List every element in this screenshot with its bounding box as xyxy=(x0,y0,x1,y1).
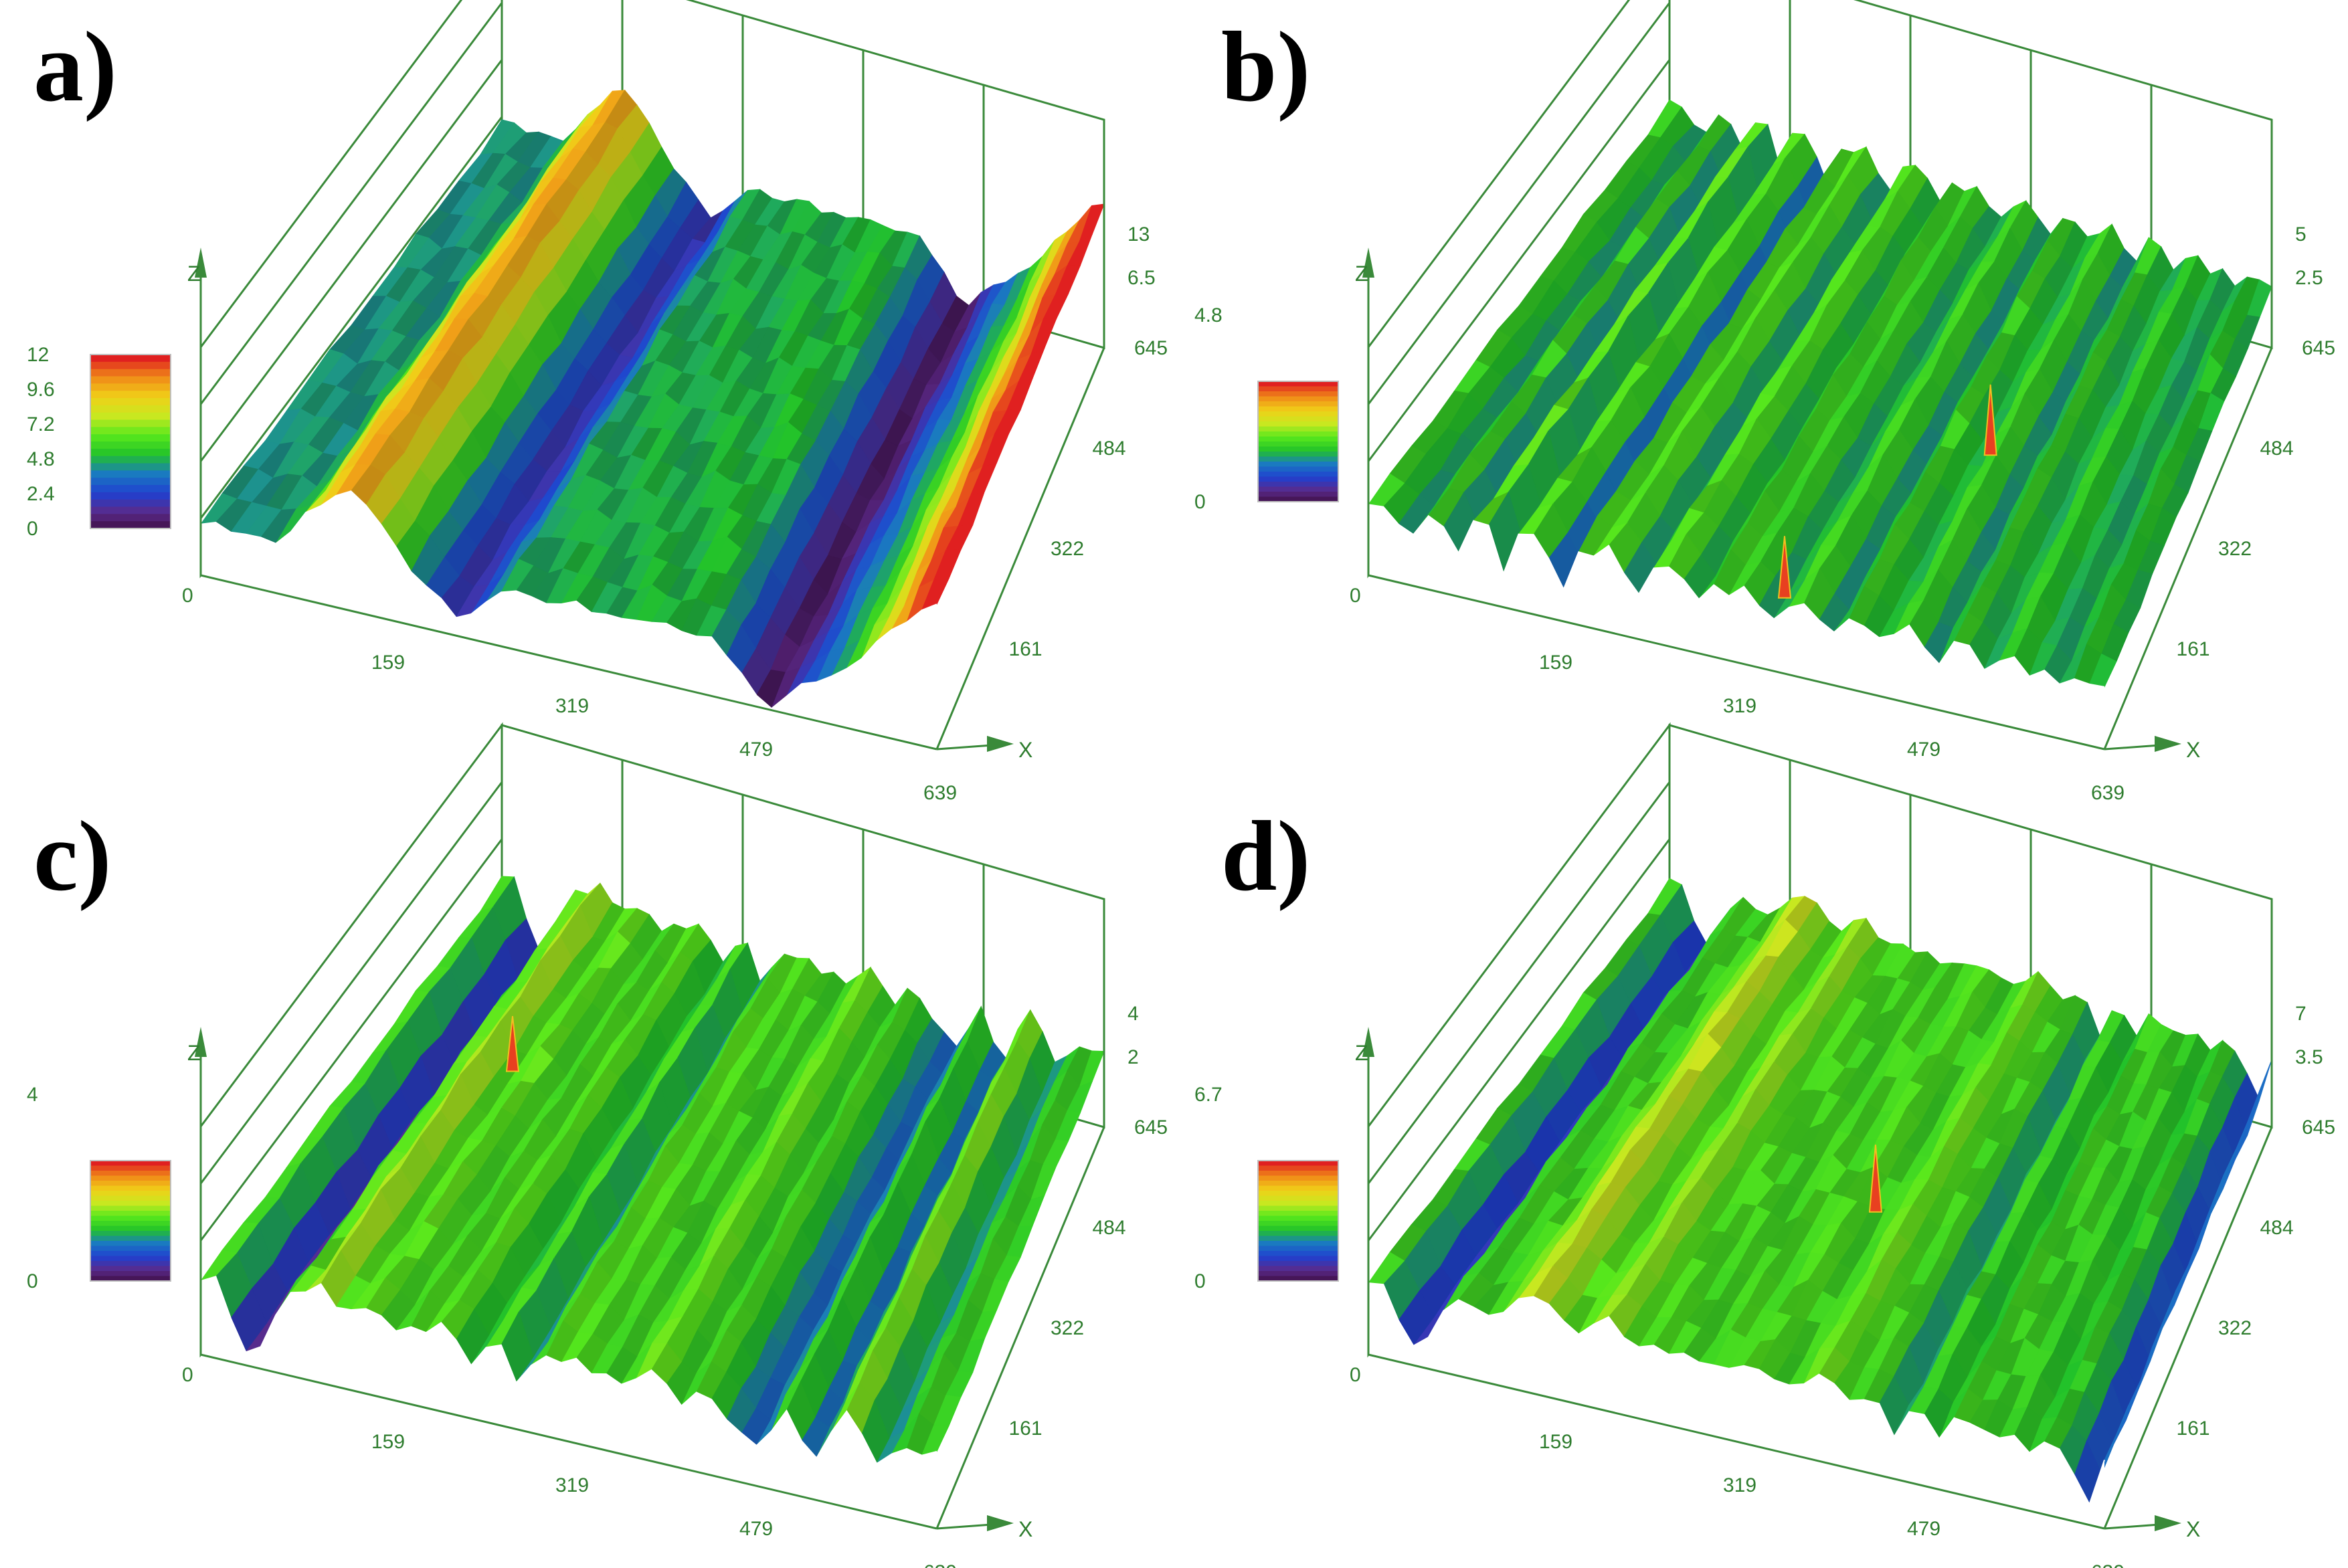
x-axis-label: X xyxy=(2186,1517,2200,1541)
y-tick-label: 161 xyxy=(2177,1417,2210,1440)
z-axis-label: Z xyxy=(187,262,201,286)
x-tick-label: 159 xyxy=(1539,652,1572,674)
axes: Z X 0 159 319 479 639 161 322 484 645 6.5 13 xyxy=(182,174,1168,804)
colorbar-tick-label: 4.8 xyxy=(27,448,55,470)
y-tick-label: 484 xyxy=(1093,437,1126,460)
y-tick-label: 322 xyxy=(1051,538,1084,560)
y-tick-label: 322 xyxy=(1051,1317,1084,1339)
colorbar-tick-label: 4 xyxy=(27,1084,38,1106)
x-tick-label: 319 xyxy=(555,695,589,717)
colorbar-tick-label: 0 xyxy=(27,1270,38,1292)
z-axis-label: Z xyxy=(187,1041,201,1065)
panel-label: a) xyxy=(33,11,117,122)
surface-mesh xyxy=(1368,99,2272,749)
colorbar-tick-label: 0 xyxy=(1194,491,1206,513)
colorbar-tick-label: 2.4 xyxy=(27,483,55,505)
x-tick-label: 479 xyxy=(739,1518,773,1540)
x-tick-label: 639 xyxy=(2091,1561,2125,1568)
y-tick-label: 161 xyxy=(1009,1417,1043,1440)
panel-label: d) xyxy=(1221,801,1310,912)
x-tick-label: 0 xyxy=(1350,585,1361,607)
panel-label: c) xyxy=(33,801,112,912)
x-tick-label: 319 xyxy=(1723,695,1756,717)
y-tick-label: 484 xyxy=(2260,1217,2294,1239)
x-tick-label: 159 xyxy=(371,1431,405,1453)
z-tick-label: 3.5 xyxy=(2295,1046,2323,1068)
x-axis-label: X xyxy=(1018,1517,1032,1541)
x-tick-label: 319 xyxy=(555,1474,589,1496)
z-tick-label: 7 xyxy=(2295,1003,2307,1025)
y-tick-label: 322 xyxy=(2218,1317,2252,1339)
x-axis-label: X xyxy=(2186,738,2200,762)
y-tick-label: 645 xyxy=(1134,337,1168,359)
y-tick-label: 484 xyxy=(2260,437,2294,460)
z-tick-label: 2.5 xyxy=(2295,267,2323,289)
z-tick-label: 4 xyxy=(1127,1003,1139,1025)
x-axis-label: X xyxy=(1018,738,1032,762)
spike-2 xyxy=(1777,536,1792,599)
panel-c: ZX01593194796391613224846452404c) xyxy=(27,722,1168,1568)
z-tick-label: 2 xyxy=(1127,1046,1139,1068)
z-tick-label: 5 xyxy=(2295,223,2307,246)
panel-label: b) xyxy=(1221,11,1310,122)
spike-1 xyxy=(505,1015,520,1072)
surface-mesh xyxy=(199,876,1105,1529)
colorbar: 04.8 xyxy=(1194,304,1339,513)
y-tick-label: 645 xyxy=(2302,1116,2335,1139)
colorbar-tick-label: 9.6 xyxy=(27,379,55,401)
x-tick-label: 319 xyxy=(1723,1474,1756,1496)
x-tick-label: 479 xyxy=(1907,1518,1940,1540)
y-tick-label: 645 xyxy=(1134,1116,1168,1139)
x-tick-label: 0 xyxy=(182,1364,193,1386)
spike-1 xyxy=(1868,1145,1883,1213)
surface-mesh xyxy=(1368,878,2272,1529)
axes: Z X 0 159 319 479 639 161 322 484 645 2 4 xyxy=(182,953,1168,1568)
colorbar-tick-label: 6.7 xyxy=(1194,1084,1223,1106)
z-axis-label: Z xyxy=(1355,1041,1368,1065)
z-tick-label: 13 xyxy=(1127,223,1150,246)
x-tick-label: 479 xyxy=(1907,739,1940,761)
colorbar-tick-label: 12 xyxy=(27,344,49,366)
colorbar-tick-label: 7.2 xyxy=(27,413,55,435)
y-tick-label: 645 xyxy=(2302,337,2335,359)
colorbar-tick-label: 0 xyxy=(1194,1270,1206,1292)
colorbar: 0 2.4 4.8 7.2 9.6 12 xyxy=(27,344,171,540)
colorbar: 06.7 xyxy=(1194,1084,1339,1292)
x-tick-label: 0 xyxy=(1350,1364,1361,1386)
x-tick-label: 159 xyxy=(1539,1431,1572,1453)
z-tick-label: 6.5 xyxy=(1127,267,1156,289)
x-tick-label: 639 xyxy=(923,782,957,804)
axes: Z X 0 159 319 479 639 161 322 484 645 2.5 5 xyxy=(1350,174,2335,804)
panel-a: Z X 0 159 319 479 639 161 322 484 645 6.5 13 0 2.4 4.8 7… xyxy=(27,0,1168,804)
spike-1 xyxy=(1983,384,1997,456)
x-tick-label: 639 xyxy=(2091,782,2125,804)
x-tick-label: 479 xyxy=(739,739,773,761)
x-tick-label: 639 xyxy=(923,1561,957,1568)
x-tick-label: 159 xyxy=(371,652,405,674)
axes: Z X 0 159 319 479 639 161 322 484 645 3.5 7 xyxy=(1350,953,2335,1568)
y-tick-label: 161 xyxy=(1009,638,1043,660)
surface-mesh xyxy=(199,90,1105,749)
y-tick-label: 161 xyxy=(2177,638,2210,660)
z-axis-label: Z xyxy=(1355,262,1368,286)
y-tick-label: 322 xyxy=(2218,538,2252,560)
colorbar-tick-label: 0 xyxy=(27,518,38,540)
y-tick-label: 484 xyxy=(1093,1217,1126,1239)
colorbar-tick-label: 4.8 xyxy=(1194,304,1223,326)
colorbar: 04 xyxy=(27,1084,171,1292)
x-tick-label: 0 xyxy=(182,585,193,607)
